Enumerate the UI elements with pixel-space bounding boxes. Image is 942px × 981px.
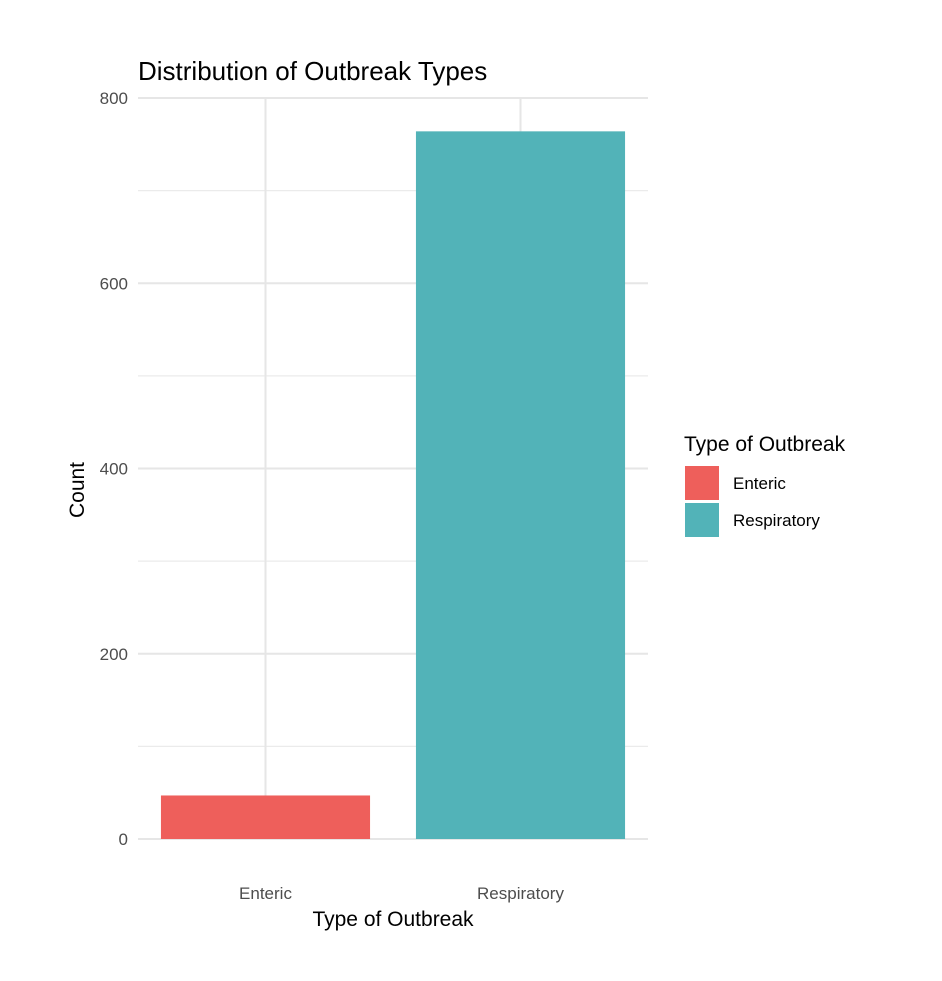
legend-key-enteric [685, 466, 719, 500]
bar-respiratory [415, 131, 626, 840]
chart-title: Distribution of Outbreak Types [138, 56, 487, 86]
x-axis-ticks: Enteric Respiratory [239, 884, 564, 903]
bar-enteric [160, 795, 371, 839]
x-tick-label: Enteric [239, 884, 292, 903]
legend-items: Enteric Respiratory [685, 466, 820, 537]
y-axis-label: Count [66, 462, 89, 518]
x-axis-label: Type of Outbreak [312, 908, 474, 931]
legend-key-respiratory [685, 503, 719, 537]
y-tick-label: 400 [100, 460, 128, 479]
y-tick-label: 800 [100, 89, 128, 108]
y-tick-label: 200 [100, 645, 128, 664]
legend-title: Type of Outbreak [684, 433, 846, 456]
legend: Type of Outbreak Enteric Respiratory [684, 433, 846, 537]
legend-label: Respiratory [733, 511, 820, 530]
y-tick-label: 600 [100, 274, 128, 293]
bars [160, 131, 626, 840]
legend-label: Enteric [733, 474, 786, 493]
x-tick-label: Respiratory [477, 884, 564, 903]
y-axis-ticks: 0 200 400 600 800 [100, 89, 128, 849]
y-tick-label: 0 [119, 830, 128, 849]
